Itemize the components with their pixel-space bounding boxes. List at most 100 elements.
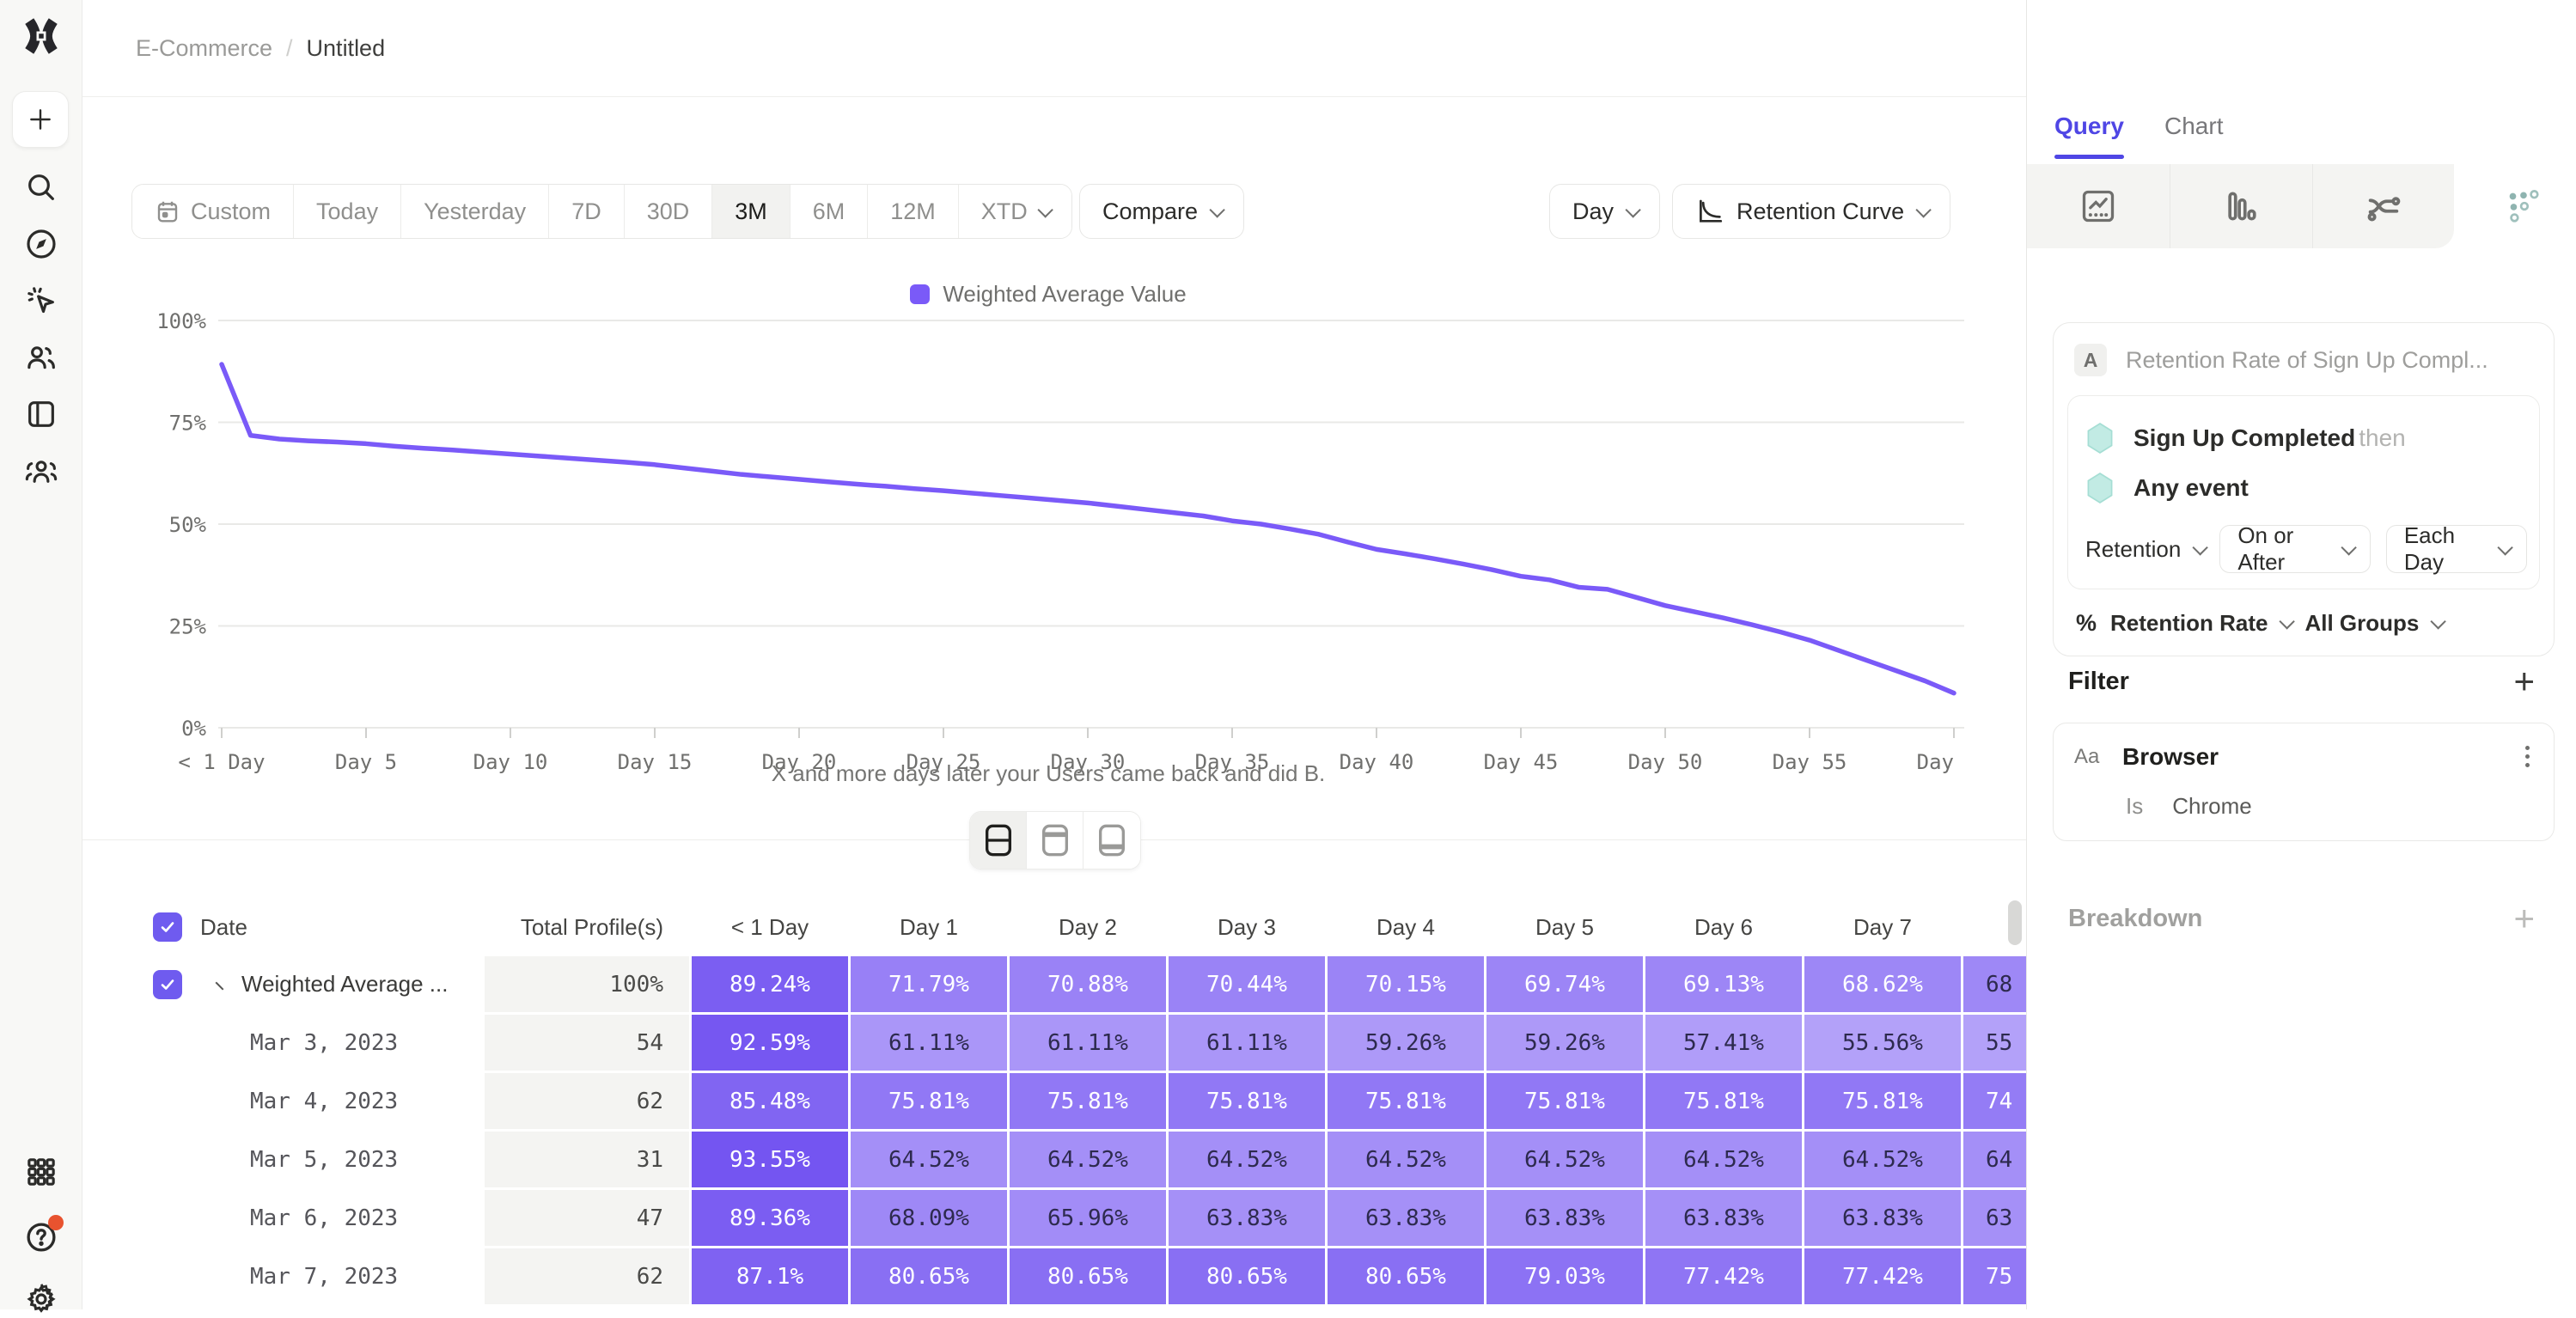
- retention-cell[interactable]: 80.65%: [1328, 1248, 1484, 1304]
- retention-cell[interactable]: 57.41%: [1645, 1015, 1802, 1071]
- range-12m[interactable]: 12M: [868, 185, 959, 238]
- chart-type-dropdown[interactable]: Retention Curve: [1672, 184, 1951, 239]
- row-label[interactable]: Mar 5, 2023: [200, 1132, 482, 1187]
- retention-cell[interactable]: 89.24%: [692, 956, 848, 1012]
- column-header-day-1[interactable]: Day 1: [900, 913, 958, 940]
- retention-cell[interactable]: 63.83%: [1169, 1190, 1325, 1246]
- query-step-1[interactable]: Sign Up Completed then: [2080, 413, 2527, 463]
- new-item-button[interactable]: [12, 91, 69, 148]
- tab-chart[interactable]: Chart: [2164, 113, 2224, 139]
- row-label[interactable]: Mar 4, 2023: [200, 1073, 482, 1129]
- retention-cell[interactable]: 64.52%: [1486, 1132, 1643, 1187]
- retention-cell[interactable]: 75.81%: [1169, 1073, 1325, 1129]
- granularity-dropdown[interactable]: Day: [1549, 184, 1661, 239]
- retention-mode-dropdown[interactable]: Retention: [2085, 536, 2209, 563]
- retention-cell-clipped[interactable]: 64: [1963, 1132, 2035, 1187]
- retention-cell[interactable]: 64.52%: [1328, 1132, 1484, 1187]
- search-icon[interactable]: [22, 168, 60, 206]
- retention-cell[interactable]: 92.59%: [692, 1015, 848, 1071]
- retention-cell[interactable]: 69.13%: [1645, 956, 1802, 1012]
- retention-cell[interactable]: 93.55%: [692, 1132, 848, 1187]
- retention-cell[interactable]: 63.83%: [1645, 1190, 1802, 1246]
- layout-split-horizontal-icon[interactable]: [970, 812, 1027, 869]
- retention-cell[interactable]: 75.81%: [1328, 1073, 1484, 1129]
- row-checkbox[interactable]: [153, 969, 182, 999]
- bar-chart-type-icon[interactable]: [2172, 164, 2310, 248]
- retention-cell-clipped[interactable]: 55: [1963, 1015, 2035, 1071]
- range-custom[interactable]: Custom: [132, 185, 295, 238]
- column-header-day-0[interactable]: < 1 Day: [730, 913, 809, 940]
- retention-cell[interactable]: 61.11%: [851, 1015, 1007, 1071]
- retention-cell[interactable]: 69.74%: [1486, 956, 1643, 1012]
- retention-cell[interactable]: 64.52%: [851, 1132, 1007, 1187]
- column-header-day-2[interactable]: Day 2: [1059, 913, 1117, 940]
- retention-cell[interactable]: 75.81%: [1804, 1073, 1961, 1129]
- range-xtd[interactable]: XTD: [958, 185, 1071, 238]
- measure-dropdown[interactable]: Retention Rate: [2110, 610, 2296, 637]
- apps-grid-icon[interactable]: [22, 1153, 60, 1191]
- column-header-day-5[interactable]: Day 5: [1535, 913, 1594, 940]
- add-filter-button[interactable]: +: [2513, 661, 2535, 701]
- column-header-total[interactable]: Total Profile(s): [520, 913, 663, 940]
- filter-card[interactable]: Aa Browser Is Chrome: [2053, 723, 2555, 841]
- retention-cell[interactable]: 64.52%: [1804, 1132, 1961, 1187]
- retention-cell[interactable]: 65.96%: [1010, 1190, 1166, 1246]
- tab-query[interactable]: Query: [2054, 97, 2124, 159]
- filter-menu-icon[interactable]: [2522, 742, 2533, 771]
- layout-panel-bottom-icon[interactable]: [1084, 812, 1140, 869]
- retention-cell[interactable]: 64.52%: [1010, 1132, 1166, 1187]
- retention-cell[interactable]: 85.48%: [692, 1073, 848, 1129]
- layout-panel-top-icon[interactable]: [1027, 812, 1084, 869]
- compare-button[interactable]: Compare: [1079, 184, 1245, 239]
- retention-cell[interactable]: 63.83%: [1486, 1190, 1643, 1246]
- retention-cell[interactable]: 55.56%: [1804, 1015, 1961, 1071]
- notebook-icon[interactable]: [22, 395, 60, 433]
- retention-cell-clipped[interactable]: 74: [1963, 1073, 2035, 1129]
- row-label[interactable]: Mar 6, 2023: [200, 1190, 482, 1246]
- retention-cell[interactable]: 80.65%: [1010, 1248, 1166, 1304]
- line-chart-type-icon[interactable]: [2030, 164, 2167, 248]
- chevron-down-icon[interactable]: [215, 975, 230, 990]
- column-header-day-4[interactable]: Day 4: [1377, 913, 1435, 940]
- query-step-2[interactable]: Any event: [2080, 463, 2527, 513]
- retention-cell[interactable]: 70.88%: [1010, 956, 1166, 1012]
- retention-cell-clipped[interactable]: 68: [1963, 956, 2035, 1012]
- column-header-day-7[interactable]: Day 7: [1853, 913, 1912, 940]
- range-30d[interactable]: 30D: [624, 185, 713, 238]
- retention-cell[interactable]: 59.26%: [1486, 1015, 1643, 1071]
- retention-cell[interactable]: 75.81%: [851, 1073, 1007, 1129]
- range-yesterday[interactable]: Yesterday: [401, 185, 550, 238]
- retention-cell[interactable]: 75.81%: [1010, 1073, 1166, 1129]
- retention-cell[interactable]: 64.52%: [1169, 1132, 1325, 1187]
- retention-cell[interactable]: 87.1%: [692, 1248, 848, 1304]
- query-title[interactable]: Retention Rate of Sign Up Compl...: [2126, 346, 2488, 373]
- row-label[interactable]: Mar 7, 2023: [200, 1248, 482, 1304]
- retention-cell[interactable]: 63.83%: [1328, 1190, 1484, 1246]
- users-icon[interactable]: [22, 339, 60, 376]
- retention-cell[interactable]: 61.11%: [1169, 1015, 1325, 1071]
- retention-cell[interactable]: 79.03%: [1486, 1248, 1643, 1304]
- retention-cell[interactable]: 63.83%: [1804, 1190, 1961, 1246]
- retention-cell[interactable]: 77.42%: [1804, 1248, 1961, 1304]
- filter-value[interactable]: Chrome: [2172, 793, 2252, 819]
- retention-cell[interactable]: 75.81%: [1486, 1073, 1643, 1129]
- retention-cell[interactable]: 71.79%: [851, 956, 1007, 1012]
- range-3m[interactable]: 3M: [712, 185, 791, 238]
- on-or-after-dropdown[interactable]: On or After: [2219, 522, 2371, 575]
- vertical-scrollbar-thumb[interactable]: [2008, 900, 2022, 945]
- retention-cell[interactable]: 70.44%: [1169, 956, 1325, 1012]
- retention-cell[interactable]: 80.65%: [1169, 1248, 1325, 1304]
- range-6m[interactable]: 6M: [790, 185, 869, 238]
- retention-cell[interactable]: 59.26%: [1328, 1015, 1484, 1071]
- retention-cell[interactable]: 61.11%: [1010, 1015, 1166, 1071]
- breadcrumb-project[interactable]: E-Commerce: [136, 35, 273, 61]
- add-breakdown-button[interactable]: +: [2513, 898, 2535, 938]
- column-header-date[interactable]: Date: [200, 913, 247, 940]
- each-day-dropdown[interactable]: Each Day: [2385, 522, 2527, 575]
- groups-dropdown[interactable]: All Groups: [2304, 610, 2447, 637]
- help-icon[interactable]: [22, 1215, 64, 1256]
- column-header-day-3[interactable]: Day 3: [1218, 913, 1276, 940]
- breadcrumb-page-title[interactable]: Untitled: [306, 35, 386, 61]
- flow-chart-type-icon[interactable]: [2315, 164, 2452, 248]
- settings-gear-icon[interactable]: [22, 1280, 60, 1318]
